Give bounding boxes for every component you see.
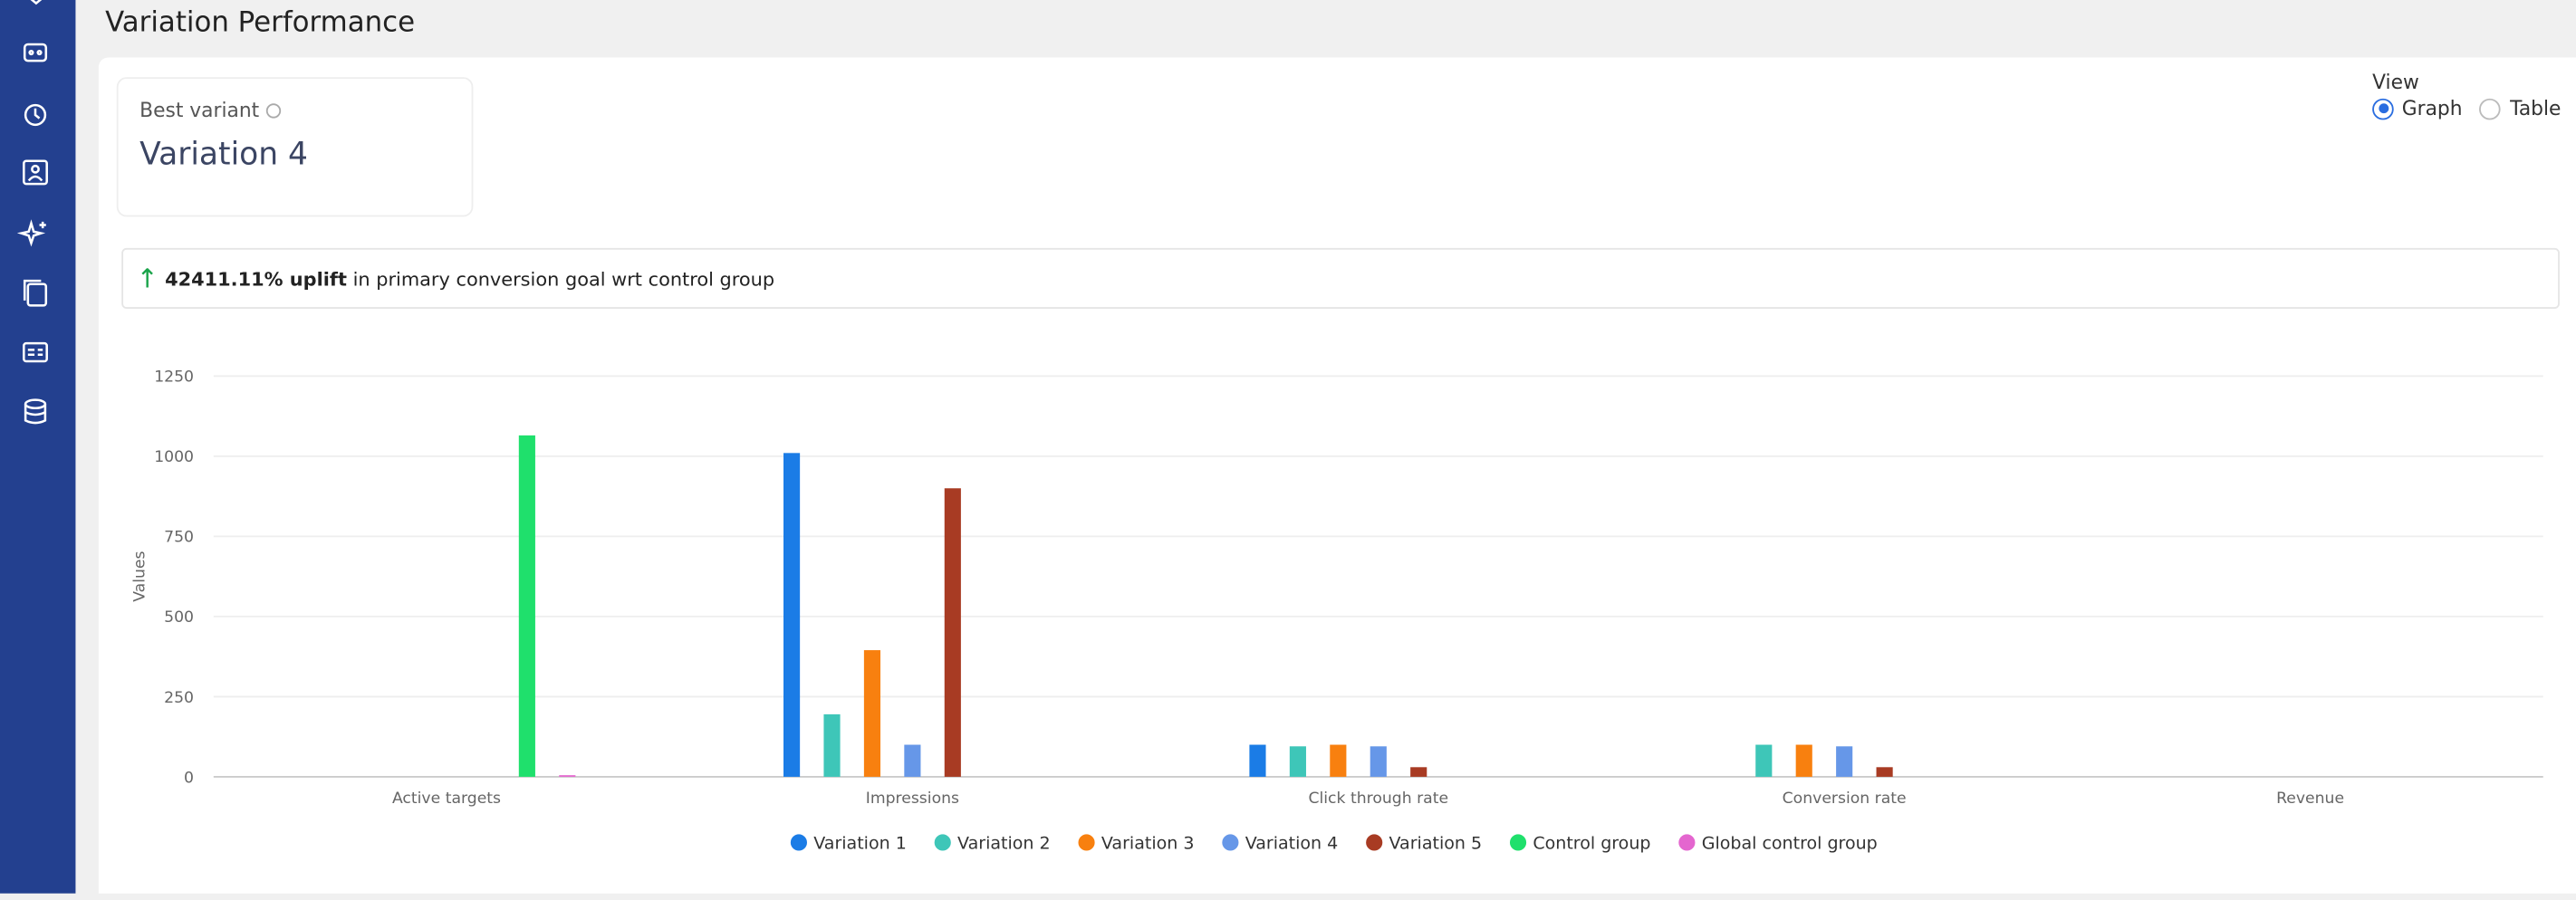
bar: [1876, 767, 1893, 777]
bar: [904, 744, 921, 777]
view-label: View: [2372, 70, 2419, 94]
label-text: Best variant: [139, 98, 260, 122]
icon: [34, 108, 41, 120]
icon-sparkle[interactable]: [16, 219, 46, 247]
legend-label: Variation 5: [1389, 834, 1483, 854]
icon-docs[interactable]: [26, 282, 48, 307]
bar: [1410, 767, 1427, 777]
option-table[interactable]: Table: [2510, 97, 2562, 120]
legend-label: Control group: [1533, 834, 1650, 854]
icon: [39, 221, 46, 229]
y-tick-label: 500: [164, 608, 194, 627]
bar: [1330, 744, 1347, 777]
legend-label: Variation 3: [1101, 834, 1195, 854]
radio-graph[interactable]: [2372, 97, 2394, 120]
bar: [944, 488, 961, 777]
y-tick-label: 750: [164, 529, 194, 547]
icon-card[interactable]: [23, 341, 48, 363]
icon: [36, 49, 43, 56]
icon: [24, 404, 47, 425]
icon-robot[interactable]: [23, 43, 48, 62]
legend-swatch: [1222, 834, 1239, 851]
y-tick-label: 1000: [154, 448, 194, 466]
bar: [1836, 746, 1853, 777]
icon: [28, 49, 34, 56]
legend: Variation 1 Variation 2 Variation 3 Variati…: [790, 834, 1878, 854]
y-tick-label: 250: [164, 689, 194, 707]
y-axis-label: Values: [131, 551, 149, 601]
uplift-banner: ↑ 42411.11% uplift in primary conversion …: [121, 247, 2560, 309]
icon-contacts[interactable]: [23, 159, 48, 186]
y-tick-label: 0: [184, 769, 194, 787]
x-tick-label: Click through rate: [1308, 790, 1448, 808]
uplift-text: in primary conversion goal wrt control g…: [352, 267, 775, 292]
icon: [27, 175, 43, 182]
info-icon[interactable]: [265, 103, 281, 119]
best-variant-label: Best variant: [139, 98, 281, 122]
sidebar-icons: [16, 0, 48, 425]
bar: [1755, 744, 1773, 777]
legend-label: Variation 1: [813, 834, 907, 854]
legend-label: Variation 2: [957, 834, 1051, 854]
y-tick-label: 1250: [154, 369, 194, 387]
legend-swatch: [1678, 834, 1696, 851]
x-tick-label: Revenue: [2276, 790, 2344, 808]
option-graph[interactable]: Graph: [2401, 97, 2463, 120]
x-tick-label: Impressions: [866, 790, 959, 808]
icon-timer[interactable]: [24, 103, 47, 127]
legend-swatch: [1509, 834, 1527, 851]
bar: [1370, 746, 1387, 777]
bar: [1795, 744, 1812, 777]
up-arrow: ↑: [136, 263, 159, 294]
legend-label: Global control group: [1702, 834, 1878, 854]
bar: [783, 453, 801, 777]
legend-swatch: [934, 834, 951, 851]
page-title: Variation Performance: [105, 6, 416, 40]
legend-swatch: [790, 834, 807, 851]
legend-label: Variation 4: [1245, 834, 1339, 854]
bar: [1249, 744, 1266, 777]
bar: [863, 650, 881, 777]
legend-swatch: [1366, 834, 1383, 851]
radio-table[interactable]: [2478, 97, 2501, 120]
best-variant-value: Variation 4: [139, 136, 308, 173]
view-toggle: View Graph Table: [2372, 71, 2561, 120]
view-options: Graph Table: [2372, 97, 2561, 120]
x-tick-label: Conversion rate: [1783, 790, 1907, 808]
icon: [30, 0, 43, 5]
x-tick-label: Active targets: [392, 790, 501, 808]
bar: [823, 713, 841, 777]
legend-swatch: [1078, 834, 1095, 851]
sidebar: [0, 0, 76, 894]
icon: [27, 349, 43, 357]
icon: [31, 164, 40, 174]
uplift-value: 42411.11% uplift: [165, 267, 347, 292]
radio-dot: [2378, 103, 2389, 114]
bar: [518, 435, 535, 777]
best-variant-card: Best variant Variation 4: [116, 77, 474, 217]
bar: [559, 775, 576, 777]
bar: [1289, 746, 1306, 777]
icon: [23, 279, 42, 301]
